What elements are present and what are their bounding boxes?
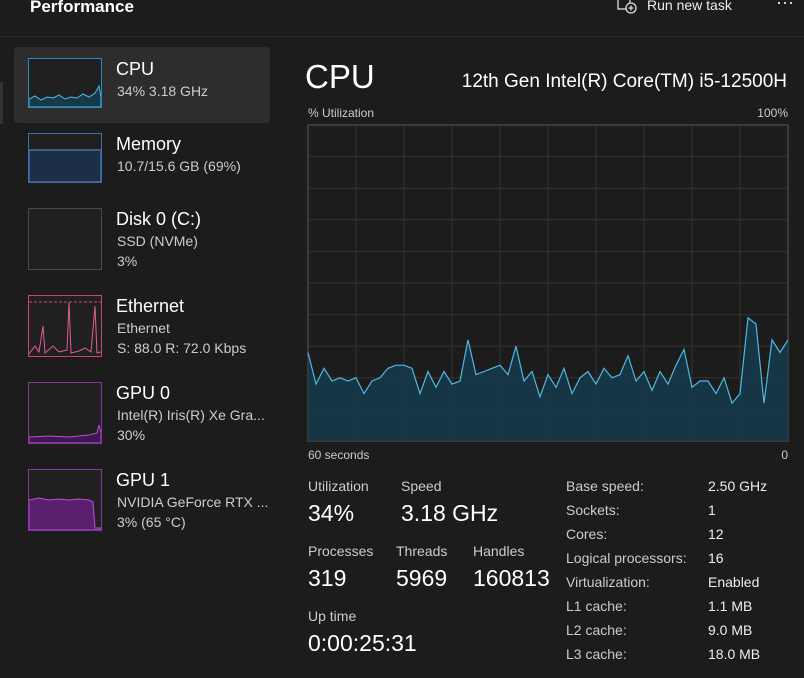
item-detail: Ethernet xyxy=(117,320,170,336)
spec-label: Virtualization: xyxy=(566,574,650,590)
item-detail: NVIDIA GeForce RTX ... xyxy=(117,494,269,510)
cpu-thumbnail xyxy=(28,58,102,108)
page-title: Performance xyxy=(30,0,134,16)
sidebar-item[interactable]: GPU 1 NVIDIA GeForce RTX ... 3% (65 °C) xyxy=(14,458,270,534)
item-name: Disk 0 (C:) xyxy=(116,209,201,229)
item-detail: 10.7/15.6 GB (69%) xyxy=(117,158,241,174)
toolbar xyxy=(0,0,804,37)
y-tick-label: 100% xyxy=(757,106,788,120)
stat-value: 319 xyxy=(308,565,347,591)
spec-label: L3 cache: xyxy=(566,646,627,662)
spec-value: 1 xyxy=(708,502,716,518)
item-detail: S: 88.0 R: 72.0 Kbps xyxy=(117,340,247,356)
sidebar-item[interactable]: GPU 0 Intel(R) Iris(R) Xe Gra... 30% xyxy=(14,371,270,447)
stat-label: Threads xyxy=(396,543,448,559)
spec-value: 9.0 MB xyxy=(708,622,753,638)
spec-value: Enabled xyxy=(708,574,760,590)
more-button[interactable]: ··· xyxy=(776,0,794,12)
spec-value: 16 xyxy=(708,550,724,566)
nav-rail xyxy=(0,82,3,124)
stat-value: 3.18 GHz xyxy=(401,500,499,526)
stat-label: Speed xyxy=(401,478,442,494)
cpu-chart: % Utilization 100% 60 seconds 0 xyxy=(307,106,789,462)
spec-label: Base speed: xyxy=(566,478,644,494)
item-detail: 3% xyxy=(117,253,138,269)
gpu1-thumbnail xyxy=(28,469,102,531)
cpu-model: 12th Gen Intel(R) Core(TM) i5-12500H xyxy=(461,71,787,92)
item-detail: 30% xyxy=(117,427,146,443)
y-axis-label: % Utilization xyxy=(308,106,374,120)
stat-value: 5969 xyxy=(396,565,448,591)
sidebar-item[interactable]: Ethernet Ethernet S: 88.0 R: 72.0 Kbps xyxy=(14,284,270,360)
spec-label: L1 cache: xyxy=(566,598,627,614)
area-fill xyxy=(308,317,788,441)
detail-title: CPU xyxy=(305,58,375,95)
run-task-icon xyxy=(617,0,637,14)
item-name: GPU 1 xyxy=(116,470,171,490)
disk-thumbnail xyxy=(28,208,102,270)
stat-value: 160813 xyxy=(473,565,550,591)
stat-label: Up time xyxy=(308,608,357,624)
sidebar-item[interactable]: Memory 10.7/15.6 GB (69%) xyxy=(14,122,270,198)
spec-label: Cores: xyxy=(566,526,608,542)
stat-label: Processes xyxy=(308,543,374,559)
run-task-button[interactable]: Run new task xyxy=(647,0,732,13)
spec-label: L2 cache: xyxy=(566,622,627,638)
spec-value: 12 xyxy=(708,526,724,542)
sidebar-item[interactable]: Disk 0 (C:) SSD (NVMe) 3% xyxy=(14,197,270,273)
x-tick-label: 60 seconds xyxy=(308,448,369,462)
stat-value: 34% xyxy=(308,500,355,526)
spec-label: Logical processors: xyxy=(566,550,687,566)
line xyxy=(307,316,789,405)
spec-value: 18.0 MB xyxy=(708,646,761,662)
stat-label: Handles xyxy=(473,543,525,559)
sidebar-item[interactable]: CPU 34% 3.18 GHz xyxy=(14,47,270,123)
spec-label: Sockets: xyxy=(566,502,620,518)
stat-value: 0:00:25:31 xyxy=(308,630,417,656)
item-name: CPU xyxy=(116,59,155,79)
item-name: Ethernet xyxy=(116,296,185,316)
item-detail: SSD (NVMe) xyxy=(117,233,198,249)
spec-value: 2.50 GHz xyxy=(708,478,768,494)
ethernet-thumbnail xyxy=(28,295,102,357)
gpu0-thumbnail xyxy=(28,382,102,444)
stat-label: Utilization xyxy=(308,478,369,494)
item-detail: 3% (65 °C) xyxy=(117,514,186,530)
item-name: Memory xyxy=(116,134,182,154)
spec-value: 1.1 MB xyxy=(708,598,753,614)
x-tick-label: 0 xyxy=(781,448,788,462)
item-detail: 34% 3.18 GHz xyxy=(117,83,209,99)
item-detail: Intel(R) Iris(R) Xe Gra... xyxy=(117,407,265,423)
item-name: GPU 0 xyxy=(116,383,171,403)
memory-thumbnail xyxy=(28,133,102,183)
